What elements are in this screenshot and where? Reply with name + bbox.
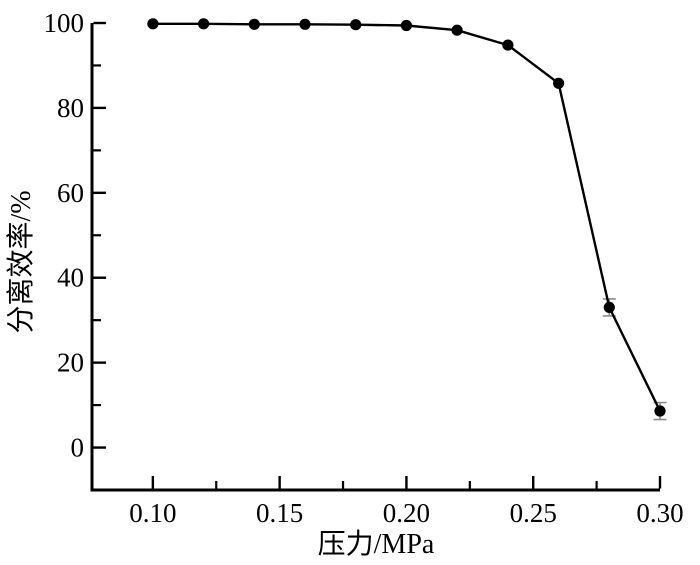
y-tick-label: 20 <box>57 348 84 378</box>
data-point <box>451 24 463 36</box>
data-point <box>502 39 514 51</box>
x-tick-label: 0.10 <box>129 498 176 528</box>
plot-area: 0.10 0.15 0.20 0.25 0.30 0 20 40 60 80 100 <box>44 8 684 528</box>
y-axis-title: 分离效率/% <box>5 190 37 333</box>
data-point <box>603 301 615 313</box>
data-point <box>147 18 159 30</box>
data-point <box>248 18 260 30</box>
x-axis-title: 压力/MPa <box>318 528 435 560</box>
data-point <box>350 19 362 31</box>
y-tick-label: 0 <box>71 433 85 463</box>
x-tick-label: 0.25 <box>510 498 557 528</box>
data-point <box>400 19 412 32</box>
x-tick-label: 0.15 <box>256 498 303 528</box>
data-point <box>299 18 311 30</box>
y-tick-label: 100 <box>44 8 85 38</box>
y-tick-label: 60 <box>57 178 84 208</box>
data-line <box>152 22 662 412</box>
x-tick-label: 0.20 <box>383 498 430 528</box>
data-point <box>198 18 210 30</box>
y-tick-label: 80 <box>57 93 84 123</box>
x-tick-label: 0.30 <box>636 498 683 528</box>
y-tick-label: 40 <box>57 263 84 293</box>
axis-spine <box>90 23 660 492</box>
data-point <box>553 77 565 89</box>
data-point <box>654 405 666 417</box>
